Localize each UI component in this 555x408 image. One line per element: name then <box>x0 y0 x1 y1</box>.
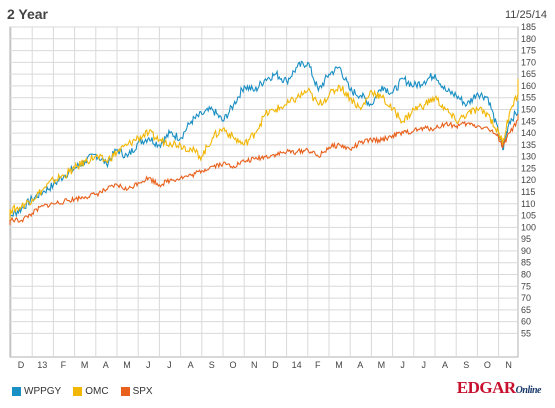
x-tick-label: M <box>81 360 89 370</box>
legend-swatch <box>12 386 21 396</box>
x-tick-label: N <box>505 360 512 370</box>
x-tick-label: F <box>315 360 321 370</box>
y-tick-label: 160 <box>521 81 536 91</box>
x-tick-label: O <box>229 360 236 370</box>
x-tick-label: M <box>378 360 386 370</box>
y-tick-label: 85 <box>521 258 531 268</box>
x-tick-label: 13 <box>37 360 47 370</box>
y-tick-label: 120 <box>521 175 536 185</box>
y-tick-label: 135 <box>521 140 536 150</box>
legend-item-spx: SPX <box>120 385 153 397</box>
x-tick-label: D <box>18 360 25 370</box>
x-tick-label: J <box>167 360 172 370</box>
brand-suffix: Online <box>515 385 542 396</box>
y-tick-label: 80 <box>521 270 531 280</box>
y-tick-label: 60 <box>521 317 531 327</box>
y-tick-label: 70 <box>521 293 531 303</box>
x-tick-label: J <box>400 360 405 370</box>
x-tick-label: F <box>61 360 67 370</box>
x-tick-label: J <box>422 360 427 370</box>
legend-swatch <box>120 386 130 396</box>
x-tick-label: 14 <box>292 360 302 370</box>
legend-item-wppgy: WPPGY <box>12 386 61 397</box>
y-tick-label: 110 <box>521 199 535 209</box>
series-line-spx <box>9 114 519 226</box>
legend-label: WPPGY <box>24 385 62 397</box>
legend-label: SPX <box>132 385 153 397</box>
x-tick-label: A <box>188 360 194 370</box>
y-tick-label: 185 <box>521 22 536 32</box>
series-line-wppgy <box>9 60 519 224</box>
y-tick-label: 95 <box>521 234 531 244</box>
edgar-online-logo: EDGAROnline <box>456 378 542 398</box>
x-tick-label: M <box>123 360 131 370</box>
y-tick-label: 150 <box>521 105 536 115</box>
chart-title: 2 Year <box>7 6 49 22</box>
x-tick-label: A <box>103 360 109 370</box>
x-tick-label: S <box>209 360 215 370</box>
y-tick-label: 55 <box>521 328 531 338</box>
legend-swatch <box>73 386 83 396</box>
x-tick-label: O <box>484 360 491 370</box>
y-tick-label: 145 <box>521 116 536 126</box>
x-tick-label: A <box>442 360 448 370</box>
x-tick-label: M <box>335 360 343 370</box>
y-tick-label: 100 <box>521 222 536 232</box>
brand-name: EDGAR <box>456 378 516 397</box>
y-tick-label: 165 <box>521 69 536 79</box>
y-tick-label: 155 <box>521 93 536 103</box>
x-tick-label: N <box>251 360 258 370</box>
x-tick-label: S <box>463 360 469 370</box>
legend-label: OMC <box>85 385 109 397</box>
legend: WPPGY OMC SPX <box>12 384 165 398</box>
y-tick-label: 170 <box>521 57 536 67</box>
y-tick-label: 75 <box>521 281 531 291</box>
x-tick-label: A <box>357 360 363 370</box>
y-tick-label: 175 <box>521 46 536 56</box>
y-tick-label: 90 <box>521 246 531 256</box>
y-tick-label: 65 <box>521 305 531 315</box>
chart-date: 11/25/14 <box>504 9 547 21</box>
series-line-omc <box>9 78 519 222</box>
x-tick-label: J <box>146 360 151 370</box>
legend-item-omc: OMC <box>73 385 109 397</box>
y-tick-label: 180 <box>521 34 536 44</box>
y-tick-label: 115 <box>521 187 535 197</box>
y-tick-label: 130 <box>521 152 536 162</box>
x-tick-label: D <box>272 360 279 370</box>
y-tick-label: 140 <box>521 128 536 138</box>
y-tick-label: 105 <box>521 211 536 221</box>
y-tick-label: 125 <box>521 163 536 173</box>
